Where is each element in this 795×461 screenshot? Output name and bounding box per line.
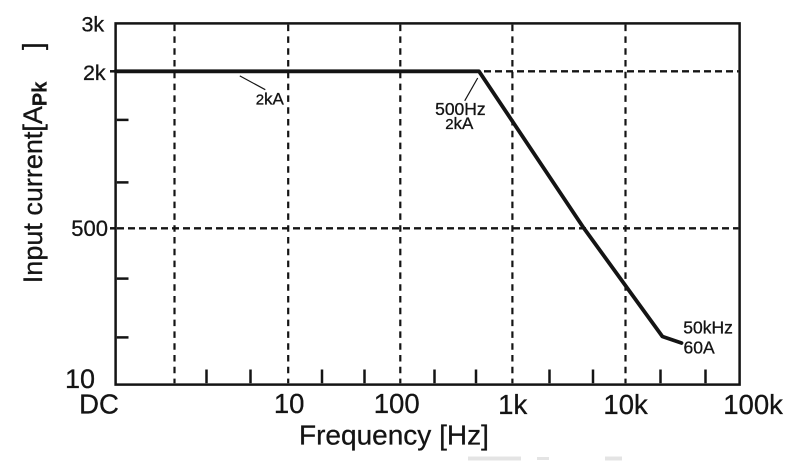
svg-text:10k: 10k [603,389,648,420]
svg-text:100: 100 [374,388,420,419]
svg-text:60A: 60A [684,337,715,357]
svg-text:50kHz: 50kHz [683,317,733,337]
svg-text:1k: 1k [498,389,527,420]
svg-text:2kA: 2kA [256,89,285,108]
svg-text:3k: 3k [81,13,104,37]
svg-text:Input current[APk ]: Input current[APk ] [17,42,52,283]
svg-text:2k: 2k [83,61,106,85]
svg-text:500: 500 [71,216,108,241]
svg-text:100k: 100k [723,389,783,420]
svg-text:DC: DC [79,388,119,419]
svg-text:2kA: 2kA [445,114,474,133]
svg-text:10: 10 [65,364,95,394]
svg-text:500Hz: 500Hz [435,99,486,119]
svg-text:Frequency [Hz]: Frequency [Hz] [299,419,489,450]
svg-text:10: 10 [274,388,305,419]
